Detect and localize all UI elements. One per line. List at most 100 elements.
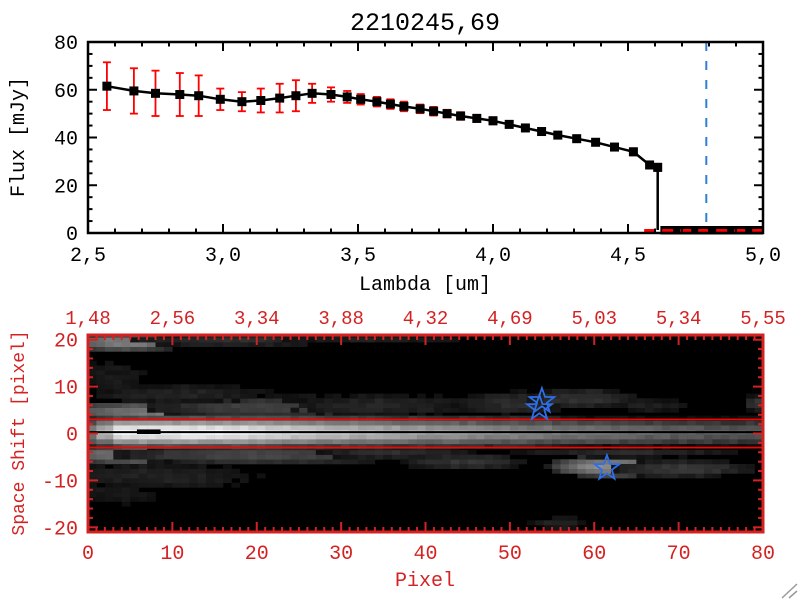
image-cell bbox=[484, 420, 494, 426]
image-cell bbox=[121, 365, 131, 371]
data-point-marker bbox=[151, 88, 160, 98]
image-cell bbox=[307, 443, 317, 449]
image-cell bbox=[383, 439, 393, 445]
image-cell bbox=[315, 398, 325, 404]
image-cell bbox=[442, 337, 452, 343]
image-cell bbox=[172, 412, 182, 418]
image-cell bbox=[130, 415, 139, 421]
image-cell bbox=[180, 425, 190, 431]
image-cell bbox=[163, 342, 173, 347]
image-cell bbox=[113, 415, 123, 421]
image-cell bbox=[602, 415, 612, 421]
image-cell bbox=[256, 425, 266, 431]
image-cell bbox=[678, 473, 688, 479]
image-cell bbox=[585, 473, 595, 479]
image-cell bbox=[602, 434, 612, 440]
image-cell bbox=[54, 408, 63, 413]
image-cell bbox=[526, 407, 536, 413]
image-cell bbox=[577, 420, 587, 426]
image-cell bbox=[594, 420, 604, 426]
image-cell bbox=[594, 388, 604, 394]
image-cell bbox=[358, 412, 367, 418]
image-cell bbox=[248, 449, 258, 455]
image-cell bbox=[256, 473, 266, 479]
image-cell bbox=[383, 415, 393, 421]
image-cell bbox=[636, 473, 646, 479]
image-cell bbox=[147, 439, 156, 445]
image-cell bbox=[644, 454, 654, 460]
image-cell bbox=[298, 337, 308, 343]
image-cell bbox=[358, 443, 367, 449]
image-cell bbox=[307, 439, 317, 445]
image-cell bbox=[628, 398, 637, 404]
image-cell bbox=[189, 425, 199, 431]
image-cell bbox=[63, 455, 72, 460]
wavelength-top-label: 5,03 bbox=[571, 308, 617, 330]
image-cell bbox=[231, 425, 241, 431]
image-cell bbox=[729, 415, 739, 421]
image-cell bbox=[282, 443, 291, 449]
image-cell bbox=[180, 449, 190, 455]
image-cell bbox=[248, 403, 258, 408]
image-cell bbox=[476, 403, 485, 408]
image-cell bbox=[121, 454, 131, 460]
image-cell bbox=[484, 459, 494, 465]
image-cell bbox=[163, 449, 173, 455]
image-cell bbox=[104, 407, 114, 413]
image-cell bbox=[138, 393, 148, 399]
image-cell bbox=[366, 439, 376, 445]
image-cell bbox=[155, 346, 165, 352]
image-cell bbox=[442, 459, 452, 465]
image-cell bbox=[172, 478, 182, 484]
image-cell bbox=[577, 449, 587, 455]
image-cell bbox=[568, 464, 578, 469]
image-cell bbox=[602, 425, 612, 431]
image-cell bbox=[349, 443, 359, 449]
image-cell bbox=[687, 464, 696, 469]
image-cell bbox=[509, 393, 519, 399]
image-cell bbox=[391, 425, 401, 431]
image-cell bbox=[172, 449, 182, 455]
image-cell bbox=[695, 434, 705, 440]
image-cell bbox=[130, 412, 139, 418]
image-cell bbox=[147, 403, 156, 408]
image-cell bbox=[63, 412, 72, 417]
image-cell bbox=[459, 464, 469, 469]
wavelength-top-label: 4,69 bbox=[487, 308, 533, 330]
image-cell bbox=[155, 412, 165, 418]
image-cell bbox=[298, 342, 308, 347]
image-cell bbox=[248, 388, 258, 394]
image-cell bbox=[180, 420, 190, 426]
image-cell bbox=[282, 342, 291, 347]
image-cell bbox=[147, 342, 156, 347]
image-cell bbox=[383, 443, 393, 449]
image-cell bbox=[543, 415, 553, 421]
image-cell bbox=[113, 468, 123, 474]
image-cell bbox=[467, 454, 477, 460]
image-cell bbox=[678, 454, 688, 460]
image-cell bbox=[147, 468, 156, 474]
image-cell bbox=[298, 398, 308, 404]
grip-line bbox=[781, 583, 798, 599]
image-cell bbox=[358, 459, 367, 465]
image-cell bbox=[206, 439, 215, 445]
image-cell bbox=[450, 454, 460, 460]
image-cell bbox=[383, 434, 393, 440]
image-cell bbox=[417, 434, 426, 440]
image-cell bbox=[425, 464, 435, 469]
image-cell bbox=[256, 415, 266, 421]
image-cell bbox=[231, 482, 241, 488]
image-cell bbox=[121, 468, 131, 474]
image-cell bbox=[400, 337, 409, 343]
image-cell bbox=[130, 473, 139, 479]
image-cell bbox=[670, 420, 679, 426]
image-cell bbox=[138, 415, 148, 421]
image-cell bbox=[577, 398, 587, 404]
image-cell bbox=[568, 443, 578, 449]
image-cell bbox=[71, 403, 80, 408]
resize-grip-icon[interactable] bbox=[781, 583, 798, 599]
image-cell bbox=[417, 403, 426, 408]
image-cell bbox=[147, 434, 156, 440]
image-cell bbox=[459, 434, 469, 440]
image-cell bbox=[223, 393, 232, 399]
